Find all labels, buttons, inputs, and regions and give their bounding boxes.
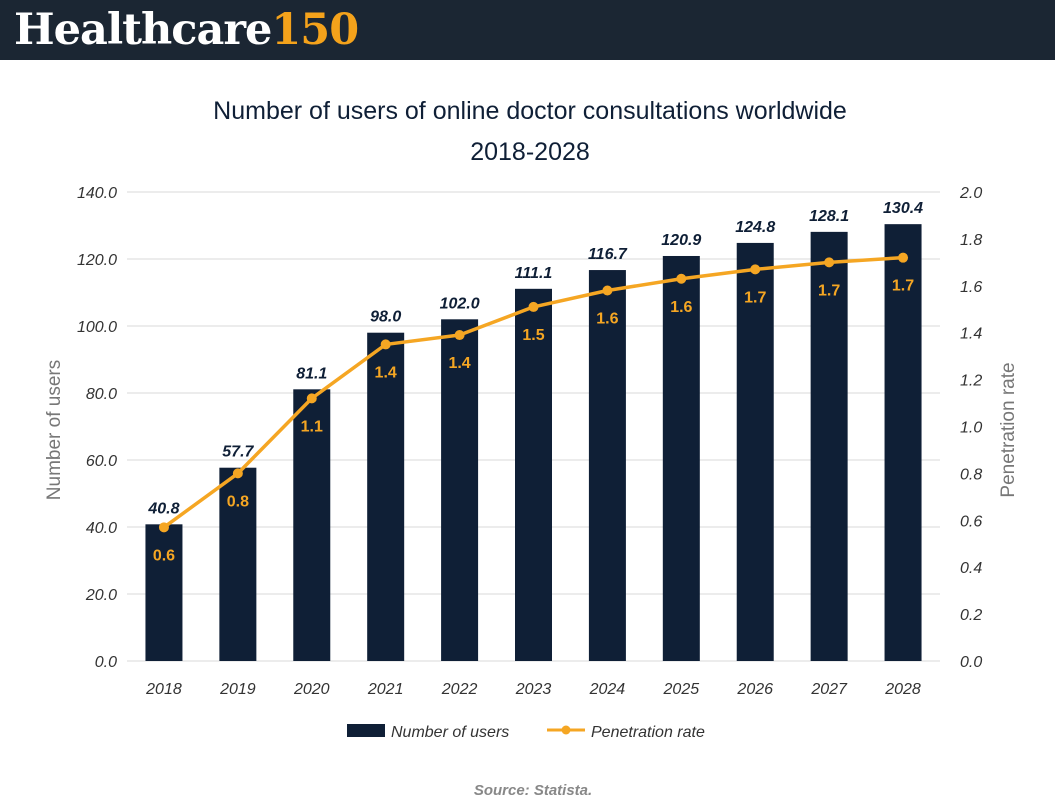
y2-tick-label: 2.0 — [959, 185, 982, 202]
x-tick-label: 2019 — [219, 681, 256, 698]
chart-title-line2: 2018-2028 — [470, 138, 590, 166]
x-axis-ticks: 2018 2019 2020 2021 2022 2023 2024 2025 2026 2027… — [145, 681, 921, 698]
source-note: Source: Statista. — [474, 782, 592, 799]
y2-tick-label: 1.8 — [960, 232, 982, 249]
penetration-label: 1.6 — [670, 299, 692, 316]
x-tick-label: 2026 — [736, 681, 773, 698]
y-tick-label: 120.0 — [77, 252, 117, 269]
bar-value-label: 130.4 — [883, 200, 923, 217]
penetration-point — [232, 468, 243, 479]
legend-line-marker — [561, 725, 571, 735]
x-tick-label: 2018 — [145, 681, 182, 698]
chart-title-line1: Number of users of online doctor consult… — [213, 97, 847, 125]
bar-value-label: 111.1 — [515, 265, 553, 282]
y-tick-label: 20.0 — [85, 587, 117, 604]
x-tick-label: 2023 — [515, 681, 552, 698]
y2-tick-label: 0.4 — [960, 560, 982, 577]
bar — [662, 255, 700, 662]
x-tick-label: 2025 — [663, 681, 700, 698]
legend-label-penetration: Penetration rate — [591, 724, 705, 741]
bar-value-label: 116.7 — [588, 246, 628, 263]
legend-label-users: Number of users — [391, 724, 509, 741]
bar-value-label: 120.9 — [661, 232, 701, 249]
penetration-label: 1.1 — [301, 418, 323, 435]
x-tick-label: 2021 — [367, 681, 404, 698]
y-axis-title: Number of users — [44, 360, 65, 500]
chart: Number of users of online doctor consult… — [44, 97, 1019, 799]
penetration-label: 1.7 — [892, 278, 914, 295]
bar-value-label: 40.8 — [147, 500, 179, 517]
x-tick-label: 2022 — [441, 681, 478, 698]
legend-bar-swatch — [347, 724, 385, 737]
header-bar: Healthcare150 — [0, 0, 1055, 60]
brand-logo: Healthcare150 — [14, 2, 359, 58]
brand-name-part2: 150 — [271, 5, 359, 55]
y-tick-label: 140.0 — [77, 185, 117, 202]
penetration-point — [380, 339, 391, 350]
bar — [736, 242, 774, 662]
legend: Number of users Penetration rate — [347, 724, 705, 741]
y2-tick-label: 0.6 — [960, 513, 982, 530]
y2-tick-label: 1.4 — [960, 326, 982, 343]
bar — [441, 319, 479, 661]
bar — [219, 467, 257, 661]
penetration-label: 1.4 — [448, 355, 470, 372]
penetration-point — [824, 257, 835, 268]
x-tick-label: 2027 — [810, 681, 848, 698]
penetration-point — [158, 522, 169, 533]
bar-value-label: 57.7 — [222, 444, 254, 461]
y-tick-label: 100.0 — [77, 319, 117, 336]
bar-labels: 40.8 57.7 81.1 98.0 102.0 111.1 116.7 120.9 124.… — [147, 200, 923, 517]
penetration-label: 1.6 — [596, 310, 618, 327]
bar — [145, 524, 183, 661]
y2-tick-label: 0.0 — [960, 654, 982, 671]
y2-axis-title: Penetration rate — [998, 362, 1019, 497]
y-tick-label: 0.0 — [95, 654, 117, 671]
penetration-point — [898, 252, 909, 263]
penetration-label: 1.5 — [522, 327, 544, 344]
y2-tick-label: 1.2 — [960, 373, 982, 390]
penetration-label: 1.7 — [744, 289, 766, 306]
y2-tick-label: 1.0 — [960, 420, 982, 437]
y2-tick-label: 0.2 — [960, 607, 982, 624]
y-tick-label: 40.0 — [86, 520, 117, 537]
penetration-label: 0.6 — [153, 547, 175, 564]
bar — [515, 288, 552, 661]
y-tick-label: 60.0 — [86, 453, 117, 470]
left-axis-ticks: 0.0 20.0 40.0 60.0 80.0 100.0 120.0 140.0 — [77, 185, 117, 671]
x-tick-label: 2028 — [884, 681, 921, 698]
bar-value-label: 81.1 — [296, 365, 327, 382]
penetration-label: 0.8 — [227, 493, 249, 510]
y-tick-label: 80.0 — [86, 386, 117, 403]
bar-value-label: 124.8 — [735, 219, 775, 236]
y2-tick-label: 1.6 — [960, 279, 982, 296]
bar-value-label: 102.0 — [440, 295, 480, 312]
brand-name-part1: Healthcare — [14, 5, 272, 55]
bar — [810, 231, 848, 662]
penetration-point — [306, 393, 317, 404]
bar-value-label: 98.0 — [370, 309, 401, 326]
penetration-label: 1.4 — [375, 364, 397, 381]
penetration-point — [602, 285, 613, 296]
penetration-point — [676, 273, 687, 284]
bar — [588, 270, 626, 661]
line-series: 0.6 0.8 1.1 1.4 1.4 1.5 1.6 1.6 1.7 1.7 1.7 — [153, 252, 914, 564]
bar-value-label: 128.1 — [809, 208, 849, 225]
bar-series — [145, 224, 922, 662]
x-tick-label: 2020 — [293, 681, 330, 698]
right-axis-ticks: 0.0 0.2 0.4 0.6 0.8 1.0 1.2 1.4 1.6 1.8 2.0 — [959, 185, 982, 671]
penetration-point — [454, 330, 465, 341]
penetration-point — [528, 301, 539, 312]
penetration-point — [750, 264, 761, 275]
bar — [293, 389, 331, 661]
x-tick-label: 2024 — [589, 681, 626, 698]
y2-tick-label: 0.8 — [960, 466, 982, 483]
bar — [367, 332, 405, 661]
bar — [884, 224, 922, 661]
penetration-label: 1.7 — [818, 282, 840, 299]
